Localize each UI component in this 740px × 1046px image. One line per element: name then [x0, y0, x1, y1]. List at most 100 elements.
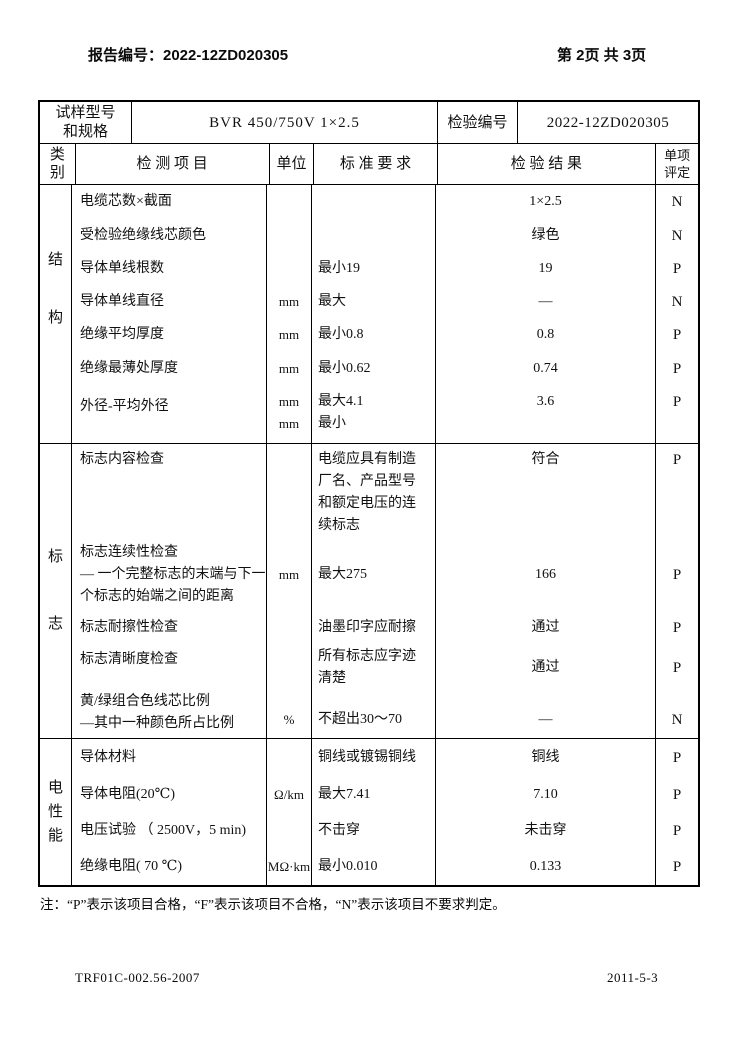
requirement-cell: 不击穿	[311, 813, 435, 849]
exam-number-label: 检验编号	[437, 102, 517, 143]
report-number: 报告编号：2022-12ZD020305	[88, 47, 289, 64]
requirement-cell: 最小0.8	[311, 318, 435, 352]
unit-cell	[266, 739, 311, 776]
result-cell: 1×2.5	[435, 185, 655, 219]
requirement-cell: 最大275	[311, 540, 435, 610]
unit-cell: mm	[266, 318, 311, 352]
unit-cell: mm	[266, 540, 311, 610]
result-cell: 铜线	[435, 739, 655, 776]
evaluation-cell: N	[655, 185, 698, 219]
item-cell: 导体电阻(20℃)	[71, 776, 266, 813]
col-header-category: 类 别	[49, 147, 65, 181]
item-cell: 标志耐擦性检查	[71, 610, 266, 645]
evaluation-cell: P	[655, 813, 698, 849]
requirement-cell	[311, 219, 435, 252]
test-results-table: 试样型号 和规格 BVR 450/750V 1×2.5 检验编号 2022-12…	[38, 100, 700, 887]
result-cell: 19	[435, 252, 655, 285]
requirement-cell: 最小19	[311, 252, 435, 285]
col-header-evaluation: 单项 评定	[655, 144, 698, 184]
footer-form-number: TRF01C-002.56-2007	[75, 970, 200, 985]
table-row: 外径-平均外径 mm mm 最大4.1 最小 3.6 P	[71, 386, 698, 443]
unit-cell	[266, 610, 311, 645]
col-header-item: 检 测 项 目	[74, 144, 269, 184]
table-row: 受检验绝缘线芯颜色 绿色 N	[71, 219, 698, 252]
item-cell: 导体材料	[71, 739, 266, 776]
evaluation-cell: P	[655, 776, 698, 813]
evaluation-cell: P	[655, 610, 698, 645]
item-cell: 导体单线直径	[71, 285, 266, 318]
evaluation-cell: P	[655, 849, 698, 885]
item-cell: 绝缘电阻( 70 ℃)	[71, 849, 266, 885]
unit-cell: Ω/km	[266, 776, 311, 813]
result-cell: 166	[435, 540, 655, 610]
section-electrical: 电 性 能 导体材料 铜线或镀锡铜线 铜线 P 导体电阻(20℃) Ω/km 最…	[40, 738, 698, 885]
result-cell: —	[435, 690, 655, 738]
table-row: 导体单线直径 mm 最大 — N	[71, 285, 698, 318]
evaluation-cell: P	[655, 352, 698, 386]
footer-date: 2011-5-3	[607, 970, 659, 985]
col-header-unit: 单位	[268, 144, 314, 184]
section-structure-label: 结 构	[47, 252, 63, 326]
item-cell: 标志连续性检查 — 一个完整标志的末端与下一个标志的始端之间的距离	[71, 540, 266, 610]
requirement-cell: 铜线或镀锡铜线	[311, 739, 435, 776]
table-row: 电压试验 （ 2500V，5 min) 不击穿 未击穿 P	[71, 813, 698, 849]
unit-cell	[266, 813, 311, 849]
table-row: 导体单线根数 最小19 19 P	[71, 252, 698, 285]
evaluation-cell: N	[655, 285, 698, 318]
unit-cell: %	[266, 690, 311, 738]
requirement-cell: 油墨印字应耐擦	[311, 610, 435, 645]
result-cell: 3.6	[435, 386, 655, 443]
item-cell: 黄/绿组合色线芯比例 —其中一种颜色所占比例	[71, 690, 266, 738]
requirement-cell: 最小0.62	[311, 352, 435, 386]
result-cell: 未击穿	[435, 813, 655, 849]
result-cell: 0.74	[435, 352, 655, 386]
result-cell: 0.133	[435, 849, 655, 885]
requirement-cell: 最小0.010	[311, 849, 435, 885]
table-row: 绝缘最薄处厚度 mm 最小0.62 0.74 P	[71, 352, 698, 386]
item-cell: 电缆芯数×截面	[71, 185, 266, 219]
result-cell: 通过	[435, 645, 655, 690]
requirement-cell: 最大7.41	[311, 776, 435, 813]
evaluation-cell: P	[655, 252, 698, 285]
evaluation-cell: N	[655, 219, 698, 252]
section-marking-label: 标 志	[47, 549, 63, 632]
col-header-result: 检 验 结 果	[436, 144, 656, 184]
page-indicator: 第 2页 共 3页	[557, 47, 647, 64]
evaluation-cell: N	[655, 690, 698, 738]
result-cell: 0.8	[435, 318, 655, 352]
unit-cell	[266, 185, 311, 219]
unit-cell: mm	[266, 352, 311, 386]
col-header-requirement: 标 准 要 求	[313, 144, 436, 184]
evaluation-cell: P	[655, 386, 698, 443]
section-marking: 标 志 标志内容检查 电缆应具有制造厂名、产品型号和额定电压的连续标志 符合 P…	[40, 443, 698, 738]
evaluation-cell: P	[655, 540, 698, 610]
result-cell: 绿色	[435, 219, 655, 252]
item-cell: 导体单线根数	[71, 252, 266, 285]
table-row: 黄/绿组合色线芯比例 —其中一种颜色所占比例 % 不超出30～70 — N	[71, 690, 698, 738]
requirement-cell	[311, 185, 435, 219]
result-cell: 通过	[435, 610, 655, 645]
evaluation-cell: P	[655, 645, 698, 690]
requirement-cell: 电缆应具有制造厂名、产品型号和额定电压的连续标志	[311, 444, 435, 540]
result-cell: —	[435, 285, 655, 318]
table-row: 标志耐擦性检查 油墨印字应耐擦 通过 P	[71, 610, 698, 645]
sample-model-value: BVR 450/750V 1×2.5	[131, 102, 437, 143]
section-structure: 结 构 电缆芯数×截面 1×2.5 N 受检验绝缘线芯颜色 绿色 N	[40, 185, 698, 443]
table-row: 导体材料 铜线或镀锡铜线 铜线 P	[71, 739, 698, 776]
item-cell: 绝缘平均厚度	[71, 318, 266, 352]
exam-number-value: 2022-12ZD020305	[517, 102, 698, 143]
section-electrical-label: 电 性 能	[47, 780, 63, 844]
result-cell: 符合	[435, 444, 655, 540]
result-cell: 7.10	[435, 776, 655, 813]
table-row: 导体电阻(20℃) Ω/km 最大7.41 7.10 P	[71, 776, 698, 813]
item-cell: 外径-平均外径	[71, 386, 266, 443]
sample-info-row: 试样型号 和规格 BVR 450/750V 1×2.5 检验编号 2022-12…	[40, 102, 698, 144]
item-cell: 绝缘最薄处厚度	[71, 352, 266, 386]
sample-model-label: 试样型号 和规格	[55, 104, 116, 140]
column-header-row: 类 别 检 测 项 目 单位 标 准 要 求 检 验 结 果 单项 评定	[40, 144, 698, 185]
requirement-cell: 最大	[311, 285, 435, 318]
unit-cell: mm	[266, 285, 311, 318]
unit-cell	[266, 252, 311, 285]
item-cell: 标志内容检查	[71, 444, 266, 540]
